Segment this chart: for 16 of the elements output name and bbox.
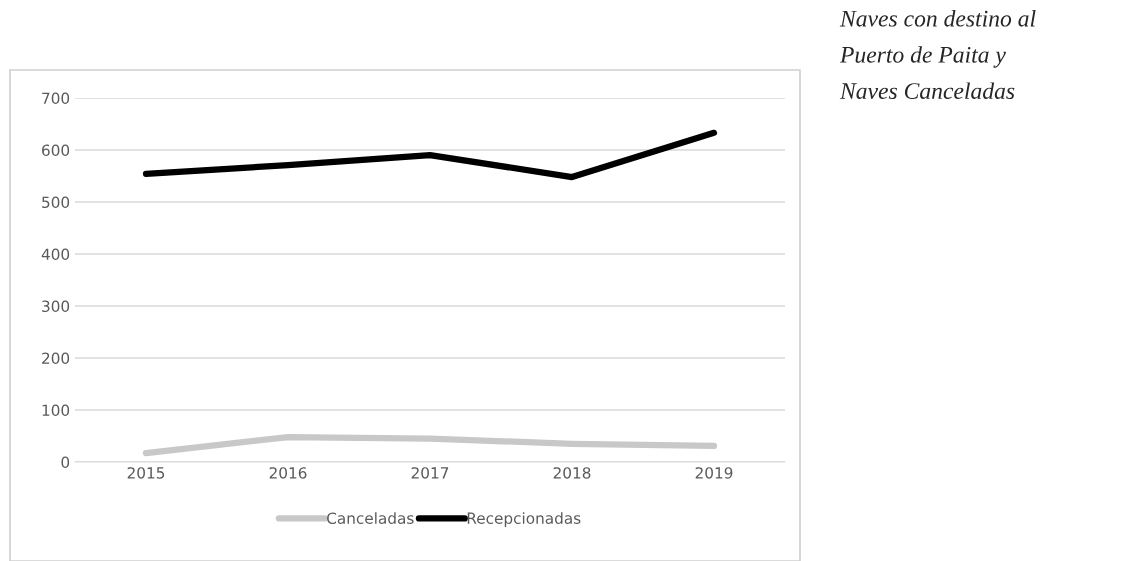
y-tick-label: 300: [42, 300, 70, 313]
x-tick-label: 2016: [269, 467, 307, 479]
text: Naves con destino al Puerto de Paita y Naves Canceladas: [839, 10, 1036, 100]
y-tick-label: 700: [42, 92, 70, 105]
legend-label: Canceladas: [327, 512, 414, 524]
x-tick-label: 2019: [695, 467, 733, 479]
y-tick-label: 500: [42, 196, 70, 209]
y-tick-label: 200: [42, 352, 70, 365]
y-tick-label: 100: [42, 404, 70, 417]
legend-label: Recepcionadas: [467, 512, 581, 527]
y-tick-label: 0: [61, 456, 70, 469]
x-tick-label: 2018: [553, 467, 591, 479]
x-tick-label: 2017: [411, 467, 449, 479]
y-tick-label: 400: [41, 248, 70, 261]
x-tick-label: 2015: [127, 467, 165, 479]
y-tick-label: 600: [42, 144, 70, 157]
